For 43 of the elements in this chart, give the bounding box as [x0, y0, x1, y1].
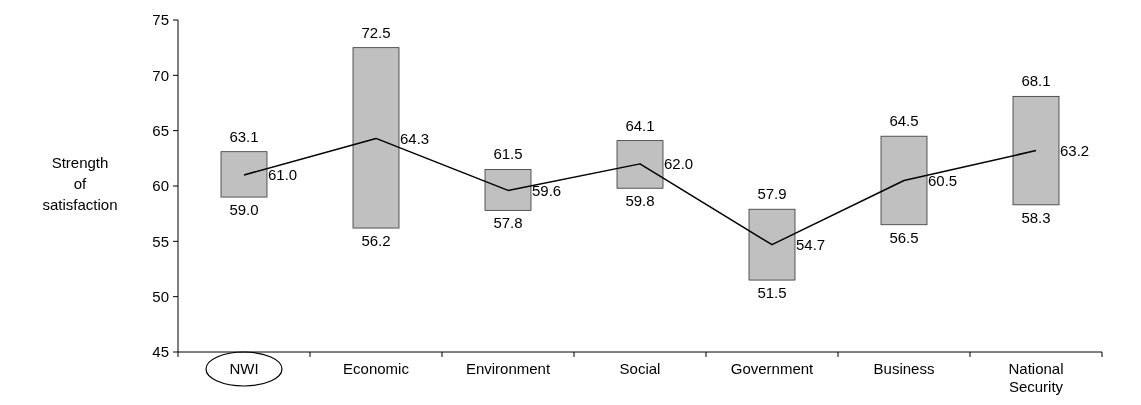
annotation: 57.8 — [493, 214, 523, 232]
annotation: 56.5 — [889, 228, 919, 246]
data-label: 62.0 — [664, 155, 694, 173]
x-tick-label: Economic — [343, 360, 410, 377]
data-label: 59.6 — [532, 181, 562, 199]
annotation: 63.1 — [229, 127, 259, 145]
bar — [484, 169, 532, 211]
annotation: 59.0 — [229, 201, 259, 219]
y-axis-title: Strength of satisfaction — [42, 154, 118, 213]
x-tick-label: Social — [619, 360, 661, 377]
y-tick-label: 70 — [152, 66, 169, 84]
x-tick-label: National Security — [1008, 360, 1064, 395]
annotation: 64.1 — [625, 116, 655, 134]
annotation: 57.9 — [757, 185, 787, 203]
bar — [616, 140, 664, 189]
bar — [352, 47, 400, 229]
y-tick-label: 65 — [152, 121, 169, 139]
annotation: 56.2 — [361, 232, 391, 250]
data-label: 60.5 — [928, 171, 958, 189]
data-label: 54.7 — [796, 235, 826, 253]
x-tick-label: Business — [873, 360, 935, 377]
data-label: 64.3 — [400, 129, 430, 147]
x-tick-label: NWI — [229, 360, 259, 377]
x-tick-label: Government — [730, 360, 815, 377]
y-tick-label: 50 — [152, 287, 169, 305]
bar — [748, 208, 796, 281]
y-tick-label: 60 — [152, 177, 169, 195]
annotation: 59.8 — [625, 192, 655, 210]
annotation: 68.1 — [1021, 72, 1051, 90]
bar — [220, 151, 268, 198]
bar — [1012, 95, 1060, 206]
data-label: 63.2 — [1060, 141, 1090, 159]
y-tick-label: 55 — [152, 232, 169, 250]
bar — [880, 135, 928, 226]
annotation: 61.5 — [493, 145, 523, 163]
annotation: 51.5 — [757, 284, 787, 302]
annotation: 58.3 — [1021, 208, 1051, 226]
annotation: 72.5 — [361, 23, 391, 41]
y-tick-label: 75 — [152, 11, 169, 29]
data-label: 61.0 — [268, 166, 298, 184]
y-tick-label: 45 — [152, 343, 169, 361]
x-tick-label: Environment — [465, 360, 551, 377]
annotation: 64.5 — [889, 112, 919, 130]
